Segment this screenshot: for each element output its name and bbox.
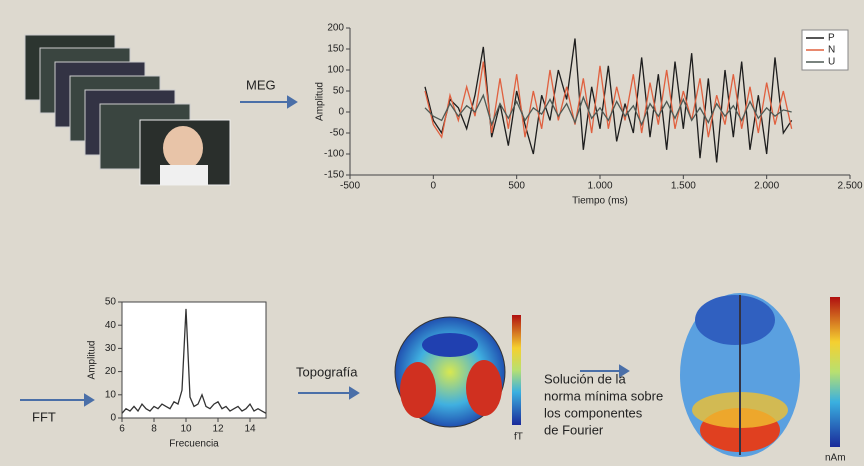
y-tick-label: 200 [327, 23, 344, 34]
x-axis-label: Frecuencia [169, 439, 219, 450]
colorbar [830, 297, 840, 447]
x-tick-label: 1.500 [671, 181, 696, 192]
y-tick-label: 10 [105, 389, 117, 400]
x-axis-label: Tiempo (ms) [572, 196, 628, 207]
y-tick-label: -100 [324, 149, 344, 160]
y-tick-label: 50 [333, 86, 345, 97]
meg-label: MEG [246, 77, 276, 92]
data-line [424, 93, 792, 127]
photo-stack [24, 34, 231, 186]
x-tick-label: -500 [340, 181, 360, 192]
y-tick-label: 40 [105, 320, 117, 331]
y-tick-label: 50 [105, 297, 117, 308]
y-axis-label: Amplitud [315, 82, 326, 121]
fft-label: FFT [32, 409, 56, 424]
data-line [424, 38, 793, 163]
x-tick-label: 14 [244, 424, 256, 435]
arrows [20, 95, 630, 407]
y-tick-label: -50 [330, 128, 345, 139]
topography-label: Topografía [296, 364, 358, 379]
source-unit: nAm [825, 453, 846, 464]
x-tick-label: 6 [119, 424, 125, 435]
y-tick-label: 20 [105, 366, 117, 377]
solution-line: Solución de la [544, 371, 626, 386]
brain-map [680, 293, 800, 457]
x-tick-label: 0 [431, 181, 437, 192]
data-line [424, 61, 793, 139]
topo-unit: fT [514, 432, 523, 443]
legend-label: N [828, 45, 835, 56]
y-tick-label: 0 [338, 107, 344, 118]
data-line [121, 308, 267, 414]
y-axis-label: Amplitud [87, 341, 98, 380]
solution-line: norma mínima sobre [544, 388, 663, 403]
legend-label: P [828, 33, 835, 44]
colorbar [512, 315, 521, 425]
x-tick-label: 1.000 [587, 181, 612, 192]
solution-line: los componentes [544, 405, 643, 420]
y-tick-label: 0 [110, 413, 116, 424]
legend-label: U [828, 57, 835, 68]
x-tick-label: 12 [212, 424, 224, 435]
x-tick-label: 2.500 [837, 181, 862, 192]
y-tick-label: 150 [327, 44, 344, 55]
solution-line: de Fourier [544, 422, 604, 437]
y-tick-label: -150 [324, 170, 344, 181]
y-tick-label: 30 [105, 343, 117, 354]
x-tick-label: 2.000 [754, 181, 779, 192]
plot-frame [121, 301, 267, 419]
x-tick-label: 8 [151, 424, 157, 435]
x-tick-label: 10 [180, 424, 192, 435]
topography-map [394, 316, 506, 428]
y-tick-label: 100 [327, 65, 344, 76]
x-tick-label: 500 [508, 181, 525, 192]
solution-text: Solución de la norma mínima sobre los comp… [544, 371, 663, 437]
